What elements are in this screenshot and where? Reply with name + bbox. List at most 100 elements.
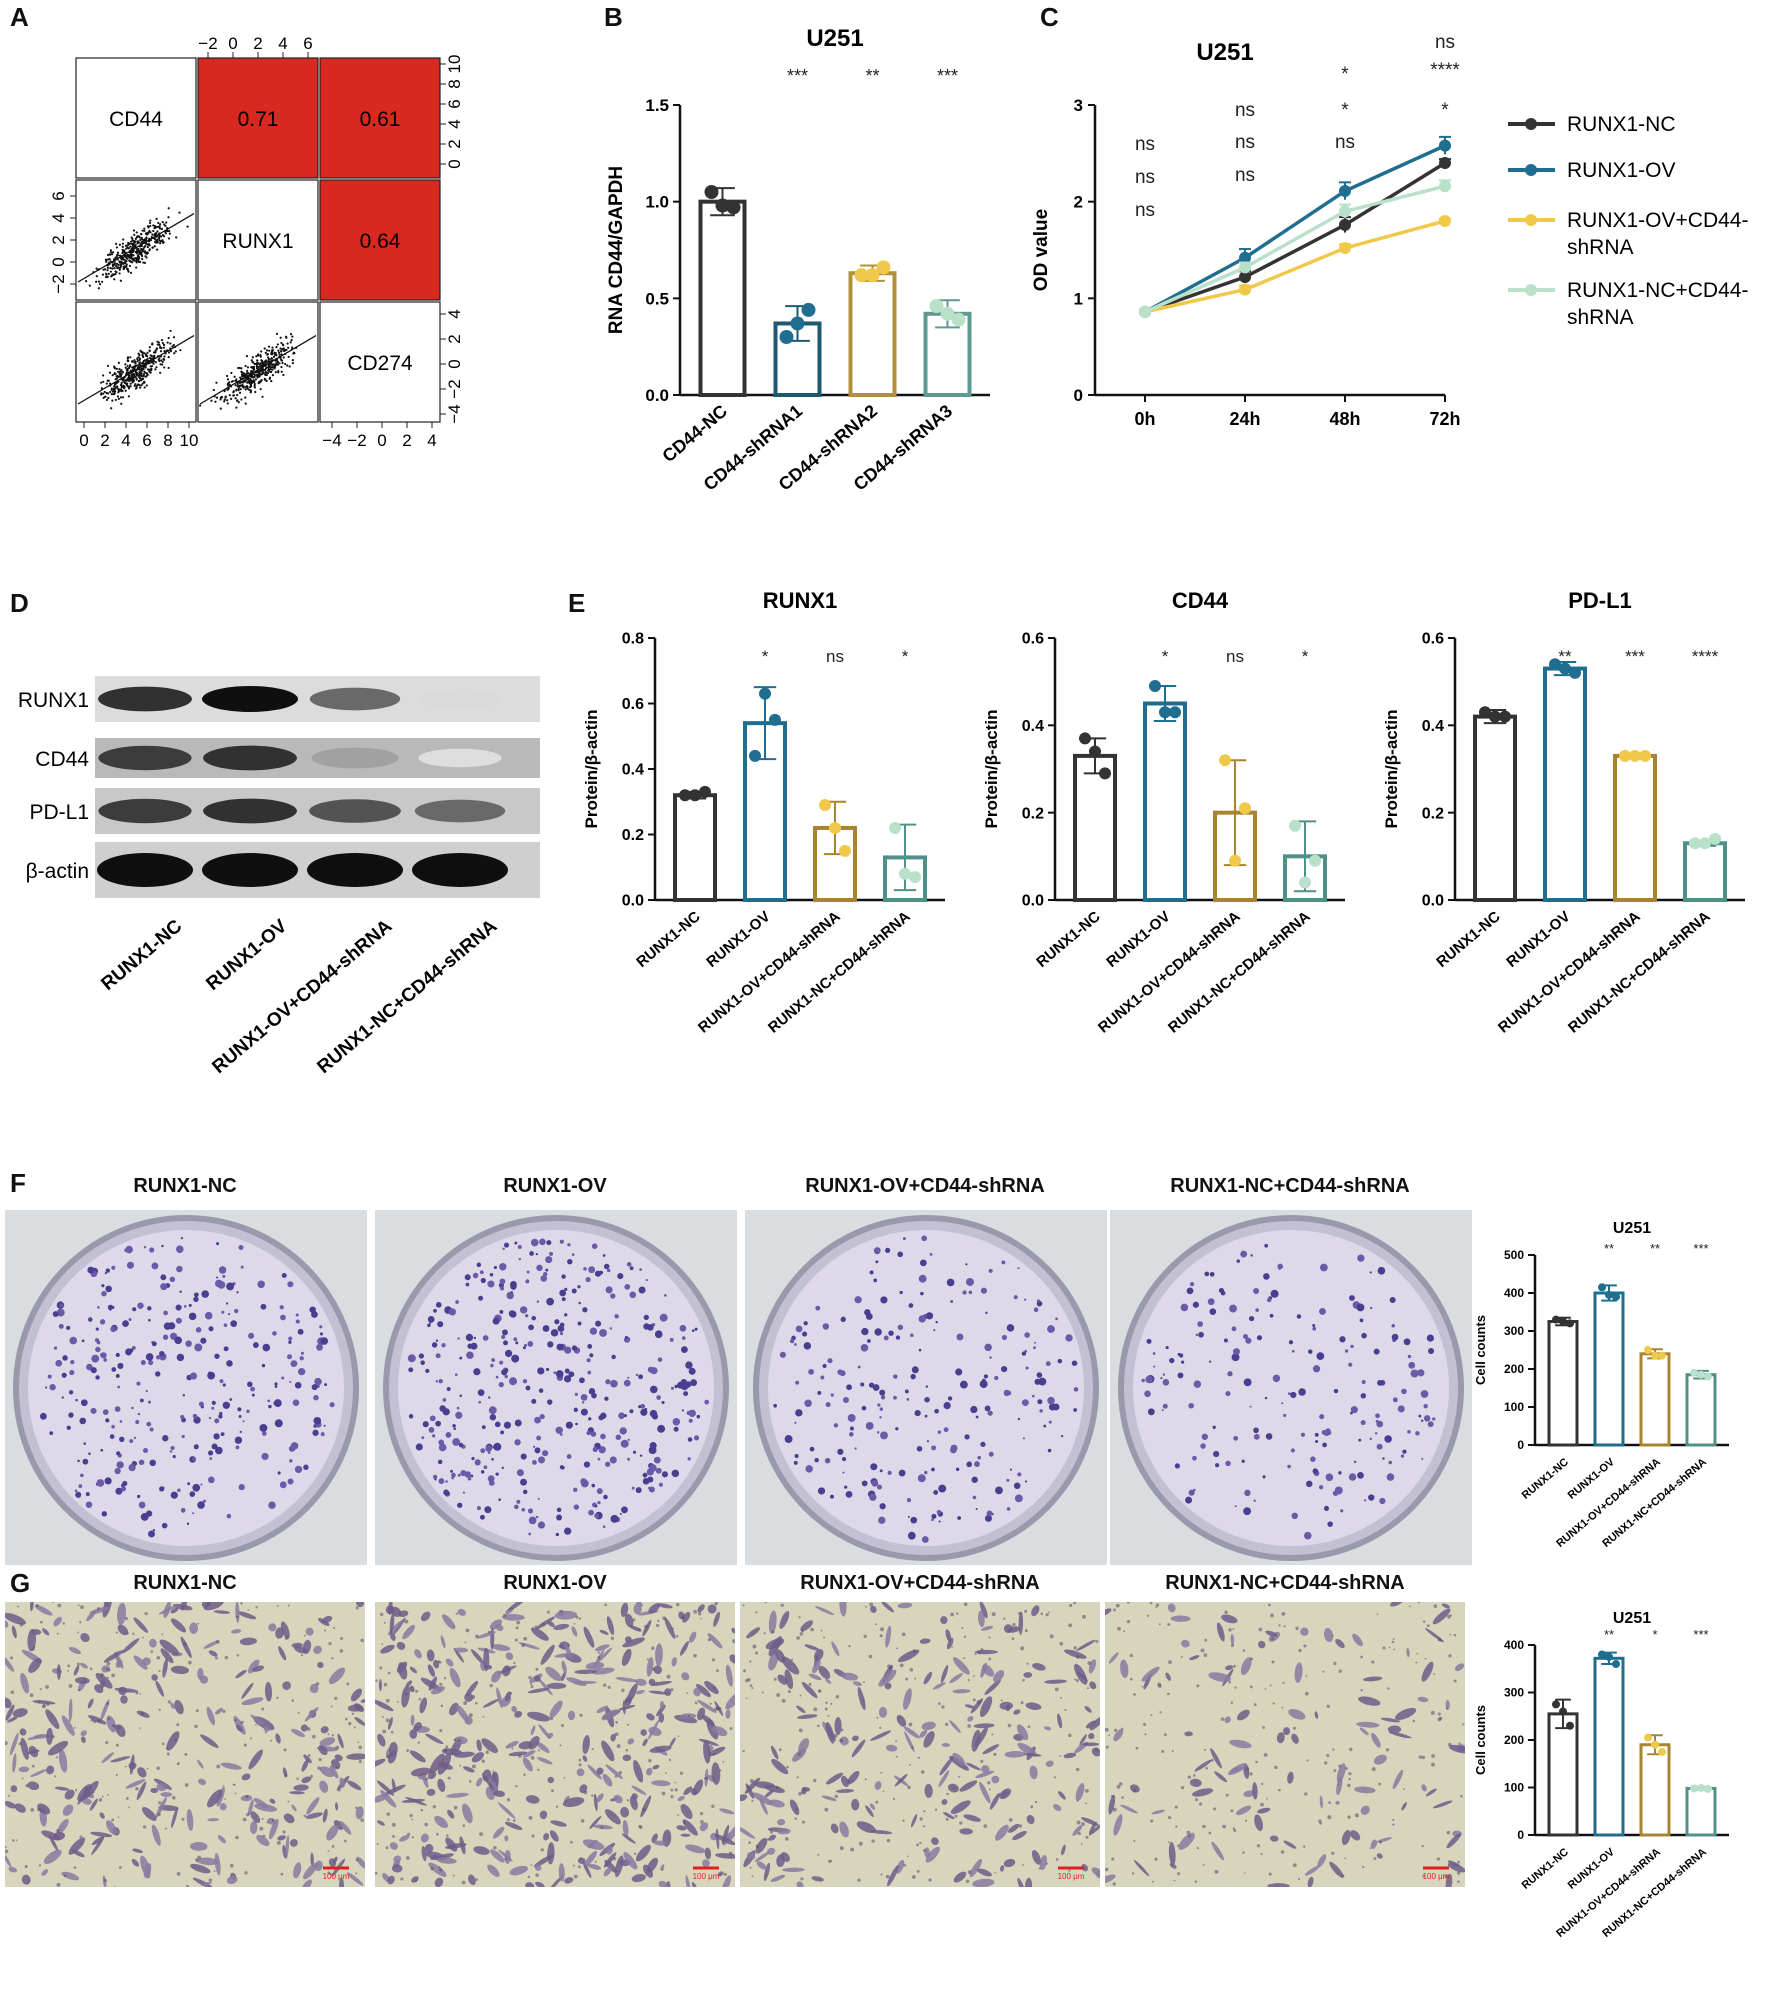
pore [748, 1841, 751, 1845]
pore [711, 1804, 715, 1808]
pore [1007, 1723, 1012, 1728]
pore [262, 1834, 266, 1838]
colony [1034, 1341, 1037, 1344]
colony [117, 1362, 124, 1369]
colony [539, 1413, 545, 1420]
colony [495, 1472, 499, 1476]
scatter-point [267, 369, 270, 372]
colony [585, 1277, 591, 1283]
cell [642, 1738, 648, 1747]
data-point [715, 198, 730, 213]
colony [921, 1235, 927, 1242]
colony [533, 1445, 536, 1448]
scatter-point [215, 381, 218, 384]
pore [1228, 1680, 1231, 1684]
axis-tick-label: 0 [445, 359, 464, 368]
colony [452, 1438, 461, 1446]
colony [323, 1424, 326, 1427]
scatter-point [116, 385, 119, 388]
scatter-point [119, 279, 122, 282]
cell [704, 1847, 712, 1860]
colony [1402, 1449, 1407, 1454]
pore [1348, 1777, 1351, 1781]
colony [458, 1442, 464, 1448]
scatter-point [251, 361, 254, 364]
pore [296, 1777, 299, 1781]
series-line [1144, 161, 1446, 314]
pore [796, 1636, 800, 1640]
cell [587, 1839, 598, 1849]
scatter-point [154, 241, 158, 244]
pore [1012, 1622, 1016, 1627]
cell [482, 1769, 492, 1782]
colony [553, 1371, 557, 1375]
colony [428, 1427, 435, 1433]
scatter-point [108, 257, 111, 261]
scatter-point [97, 287, 100, 290]
cell [449, 1702, 459, 1716]
colony [683, 1391, 689, 1397]
colony [839, 1370, 846, 1377]
cell [558, 1863, 565, 1882]
pore [240, 1602, 243, 1605]
cell [971, 1729, 981, 1752]
cell [620, 1806, 630, 1818]
cell [436, 1857, 457, 1864]
colony [1177, 1372, 1184, 1379]
pore [382, 1729, 387, 1734]
colony [565, 1421, 573, 1429]
cell [1267, 1883, 1290, 1887]
colony [1248, 1315, 1255, 1322]
colony [1318, 1485, 1324, 1490]
scatter-point [291, 346, 294, 349]
cell [746, 1627, 761, 1639]
colony [480, 1277, 486, 1284]
colony [115, 1352, 120, 1357]
pore [504, 1857, 507, 1861]
colony [938, 1484, 947, 1493]
scatter-point [270, 363, 274, 366]
cell [61, 1871, 80, 1881]
colony [510, 1291, 513, 1294]
scatter-point [274, 352, 277, 355]
pore [1075, 1655, 1080, 1659]
colony [864, 1309, 871, 1316]
scatter-point [113, 278, 116, 281]
pore [107, 1717, 111, 1721]
colony [75, 1398, 78, 1402]
scatter-point [120, 402, 123, 405]
colony [1315, 1440, 1319, 1444]
pore [92, 1790, 95, 1794]
cell [979, 1781, 991, 1804]
pore [1123, 1630, 1125, 1633]
cell [624, 1613, 634, 1628]
colony [1408, 1361, 1416, 1369]
axis-tick-label: 6 [142, 431, 151, 450]
colony [83, 1442, 86, 1445]
colony [1320, 1263, 1328, 1272]
colony [1316, 1352, 1325, 1361]
colony [116, 1461, 124, 1469]
colony [437, 1459, 443, 1465]
pore [1306, 1759, 1309, 1762]
scatter-point [152, 362, 155, 365]
photo-title: RUNX1-OV+CD44-shRNA [805, 1175, 1045, 1197]
pore [749, 1660, 752, 1663]
pore [892, 1797, 896, 1801]
pore [839, 1846, 844, 1851]
pore [909, 1763, 911, 1766]
blot-band [98, 798, 192, 824]
pore [208, 1878, 213, 1882]
cell [682, 1611, 691, 1623]
cell [620, 1602, 629, 1617]
pore [54, 1775, 57, 1778]
pore [1373, 1857, 1377, 1861]
colony [1039, 1409, 1043, 1413]
scatter-point [267, 356, 270, 359]
colony [480, 1470, 485, 1474]
scatter-point [149, 365, 152, 368]
scatter-point [154, 226, 158, 229]
pore [983, 1824, 988, 1829]
colony [438, 1478, 445, 1484]
pore [303, 1634, 306, 1637]
